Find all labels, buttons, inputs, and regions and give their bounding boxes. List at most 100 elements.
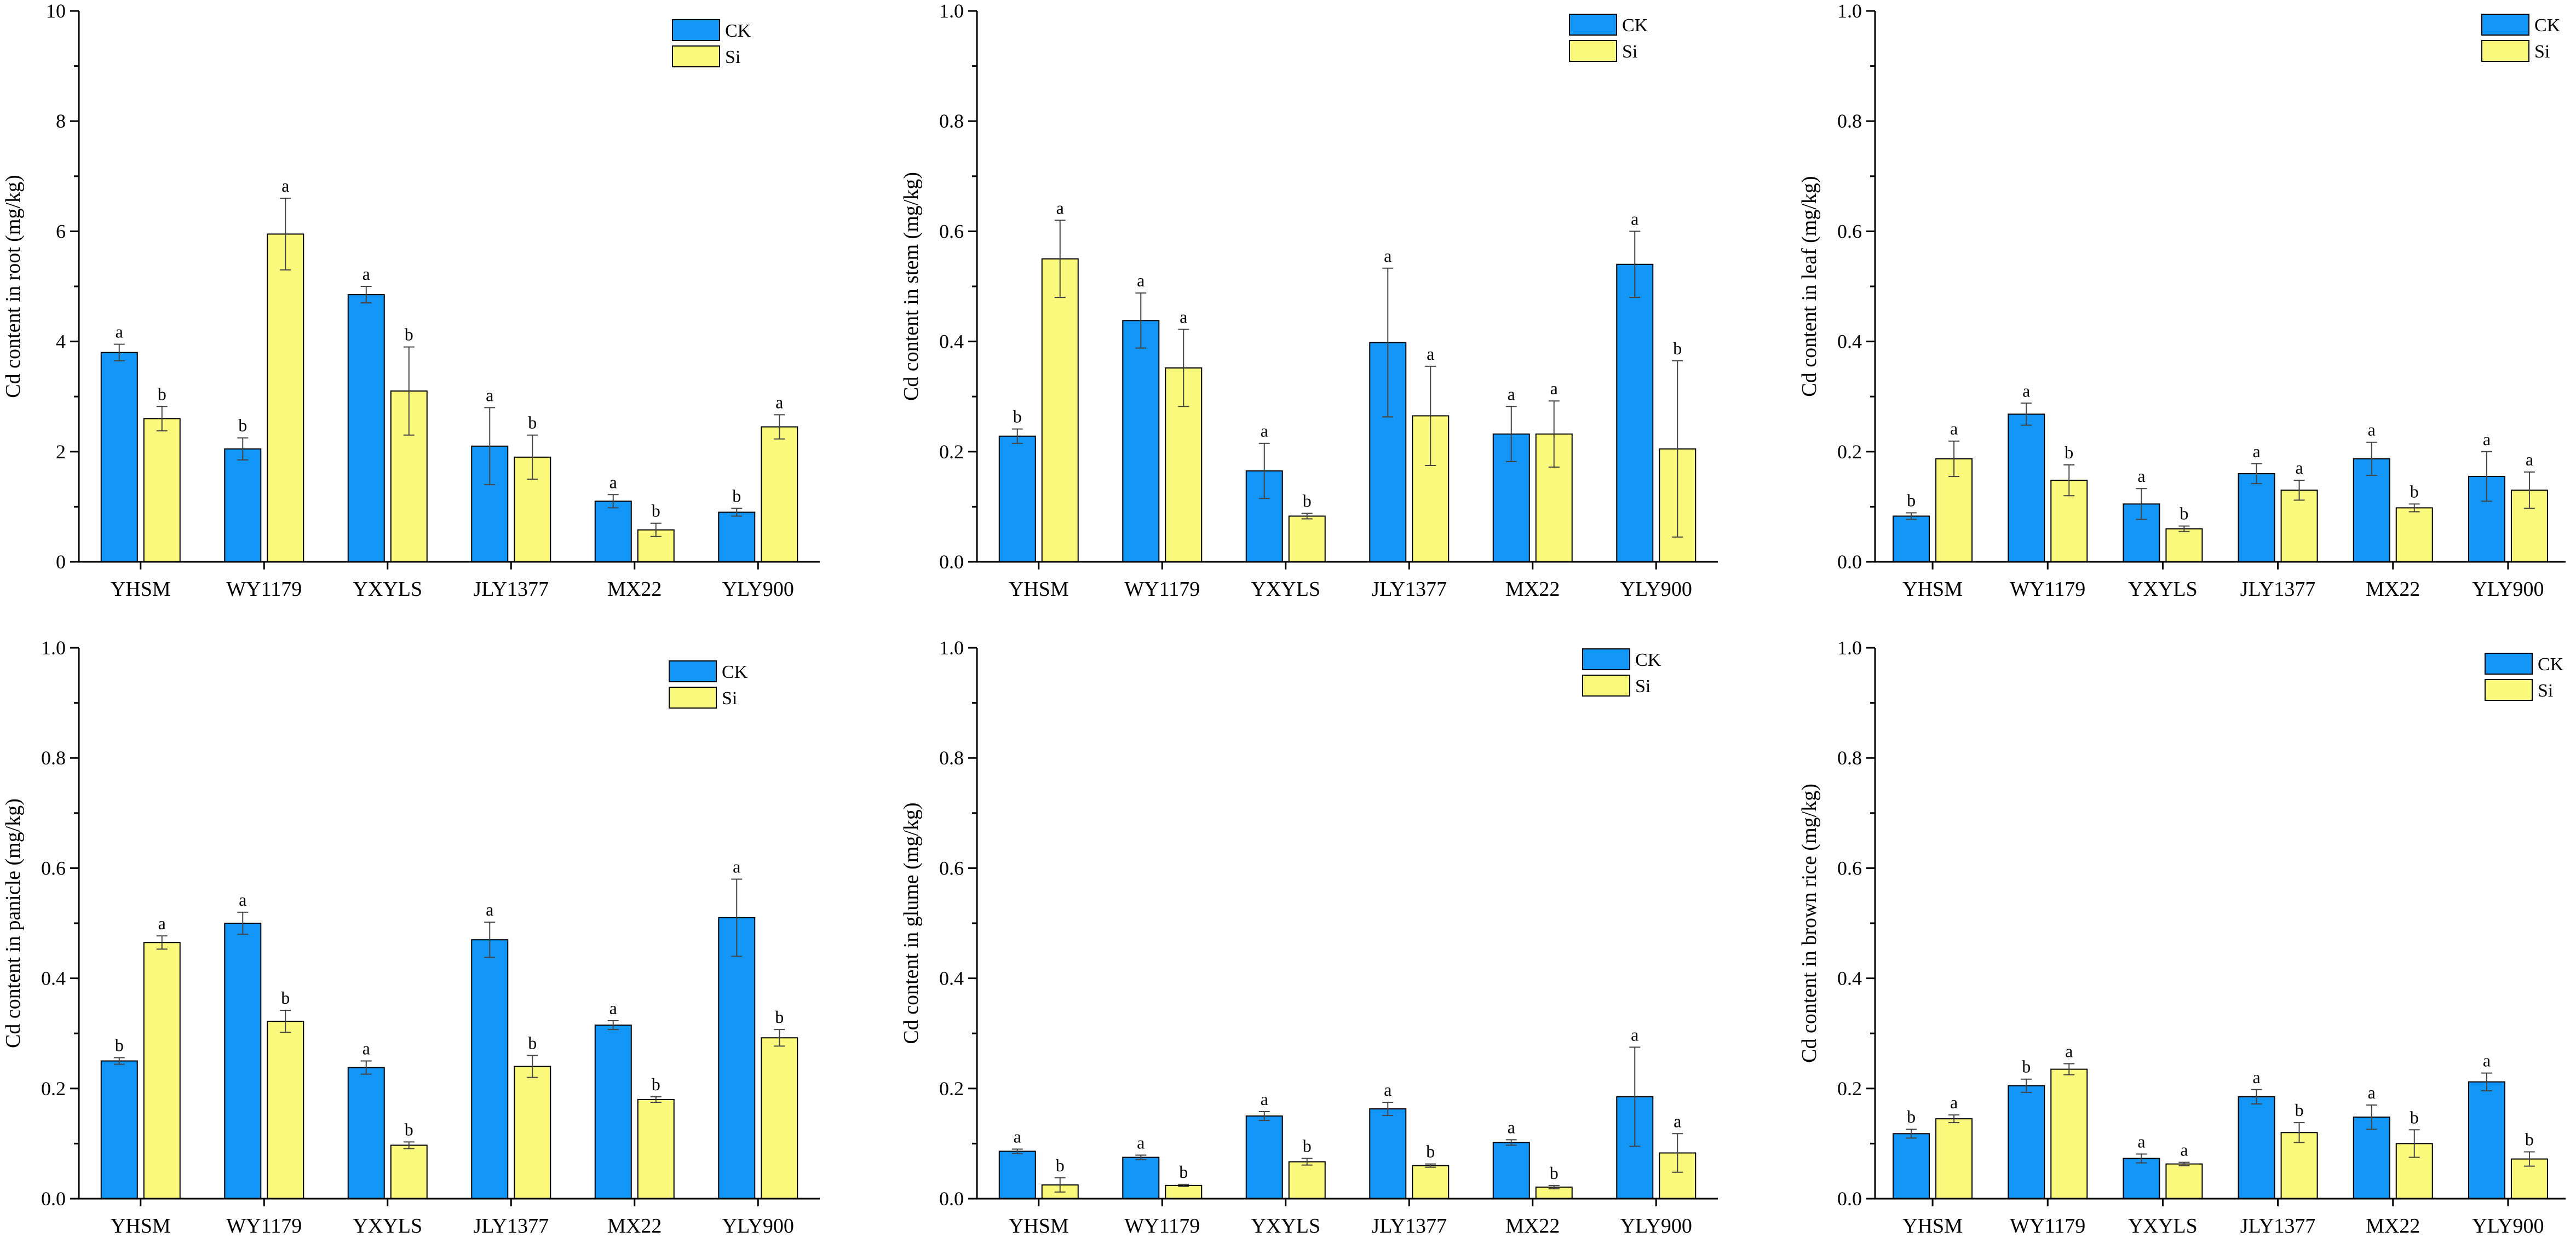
significance-letter: a	[2483, 429, 2491, 449]
significance-letter: a	[1180, 307, 1187, 326]
chart-panel-5: 0.0 0.2 0.4 0.6 0.8 1.0 Cd content in glume (m…	[900, 637, 1718, 1237]
y-tick-label: 0.0	[939, 551, 964, 573]
y-axis-label: Cd content in root (mg/kg)	[2, 175, 25, 398]
si-bar	[1041, 258, 1079, 562]
y-tick-label: 0.0	[41, 1188, 66, 1210]
y-tick-label: 0.4	[939, 968, 964, 989]
x-tick-label: WY1179	[226, 578, 302, 601]
x-tick-label: YHSM	[111, 578, 171, 601]
x-tick-label: YHSM	[1902, 578, 1963, 601]
si-bar	[390, 1144, 428, 1199]
legend-swatch-ck	[669, 660, 717, 682]
x-tick-label: YXYLS	[1251, 578, 1320, 601]
chart-panel-6: 0.0 0.2 0.4 0.6 0.8 1.0 Cd content in brown ri…	[1798, 637, 2566, 1237]
chart-panel-4: 0.0 0.2 0.4 0.6 0.8 1.0 Cd content in panicle …	[2, 637, 820, 1237]
x-tick-label: MX22	[607, 578, 662, 601]
significance-letter: a	[1674, 1111, 1681, 1131]
si-bar	[267, 1021, 304, 1199]
significance-letter: b	[1179, 1162, 1188, 1182]
legend-swatch-si	[2485, 679, 2533, 701]
significance-letter: a	[2483, 1051, 2491, 1071]
ck-bar	[347, 294, 385, 563]
significance-letter: b	[1013, 407, 1022, 427]
y-tick-label: 8	[56, 110, 66, 132]
x-tick-label: YLY900	[2472, 578, 2544, 601]
y-tick-label: 0.2	[939, 441, 964, 463]
x-tick-label: JLY1377	[2240, 1215, 2316, 1237]
y-tick-label: 0.6	[939, 220, 964, 242]
ck-bar	[1122, 1157, 1160, 1200]
x-tick-label: JLY1377	[473, 578, 549, 601]
x-tick-label: MX22	[2366, 578, 2420, 601]
significance-letter: a	[1261, 1089, 1268, 1109]
legend-label-si: Si	[2534, 42, 2550, 62]
x-tick-label: YXYLS	[353, 1215, 422, 1237]
si-bar	[1165, 1184, 1203, 1199]
ck-bar	[224, 923, 262, 1199]
x-tick-label: YXYLS	[2128, 578, 2198, 601]
significance-letter: a	[1950, 419, 1958, 439]
significance-letter: a	[775, 392, 783, 412]
significance-letter: a	[486, 385, 493, 405]
ck-bar	[998, 1150, 1036, 1199]
si-bar	[2395, 507, 2433, 562]
legend-swatch-si	[1582, 675, 1630, 697]
x-tick-label: MX22	[1505, 578, 1560, 601]
chart-panel-1: 0 2 4 6 8 10 Cd content in root (mg/kg) YHSM a b W…	[2, 0, 820, 601]
y-tick-label: 0	[56, 551, 66, 573]
si-bar	[514, 1066, 551, 1200]
ck-bar	[2008, 413, 2045, 563]
y-tick-label: 0.4	[939, 331, 964, 353]
si-bar	[267, 233, 304, 562]
ck-bar	[998, 435, 1036, 563]
legend-label-si: Si	[1635, 676, 1651, 697]
legend-swatch-si	[1569, 40, 1617, 62]
si-bar	[637, 1098, 675, 1200]
y-tick-label: 2	[56, 441, 66, 463]
significance-letter: a	[2368, 1083, 2376, 1102]
significance-letter: b	[1056, 1155, 1065, 1175]
si-bar	[1412, 1165, 1450, 1199]
y-tick-label: 6	[56, 220, 66, 242]
y-tick-label: 0.8	[41, 747, 66, 769]
si-bar	[2280, 490, 2318, 562]
x-tick-label: YLY900	[1620, 578, 1692, 601]
y-tick-label: 0.2	[41, 1078, 66, 1100]
legend-swatch-si	[669, 687, 717, 709]
y-axis-label: Cd content in brown rice (mg/kg)	[1798, 784, 1821, 1063]
y-tick-label: 0.0	[1837, 551, 1862, 573]
significance-letter: a	[733, 857, 740, 877]
ck-bar	[2353, 1117, 2390, 1200]
x-tick-label: WY1179	[2010, 1215, 2085, 1237]
x-tick-label: WY1179	[226, 1215, 302, 1237]
y-tick-label: 10	[46, 0, 66, 22]
si-bar	[2050, 1068, 2088, 1199]
significance-letter: b	[775, 1007, 784, 1027]
legend-label-ck: CK	[2534, 15, 2561, 36]
significance-letter: b	[1907, 490, 1916, 510]
significance-letter: b	[405, 1119, 413, 1139]
chart-panel-2: 0.0 0.2 0.4 0.6 0.8 1.0 Cd content in stem (mg…	[900, 0, 1718, 601]
significance-letter: b	[1426, 1142, 1435, 1161]
significance-letter: b	[2295, 1100, 2304, 1120]
ck-bar	[1245, 1115, 1283, 1199]
y-tick-label: 0.8	[1837, 747, 1862, 769]
significance-letter: a	[1137, 271, 1145, 290]
x-tick-label: JLY1377	[1371, 1215, 1447, 1237]
ck-bar	[2008, 1085, 2045, 1200]
significance-letter: a	[2368, 420, 2376, 440]
significance-letter: b	[652, 501, 660, 521]
ck-bar	[1893, 1133, 1930, 1199]
y-tick-label: 1.0	[1837, 637, 1862, 659]
legend-label-si: Si	[1622, 42, 1637, 62]
significance-letter: a	[1384, 1080, 1392, 1100]
si-bar	[143, 942, 181, 1199]
si-bar	[1288, 515, 1326, 563]
si-bar	[1935, 1118, 1973, 1199]
significance-letter: a	[2180, 1140, 2188, 1160]
si-bar	[1288, 1161, 1326, 1199]
ck-bar	[347, 1067, 385, 1200]
x-tick-label: JLY1377	[2240, 578, 2316, 601]
y-axis-label: Cd content in glume (mg/kg)	[900, 802, 923, 1044]
